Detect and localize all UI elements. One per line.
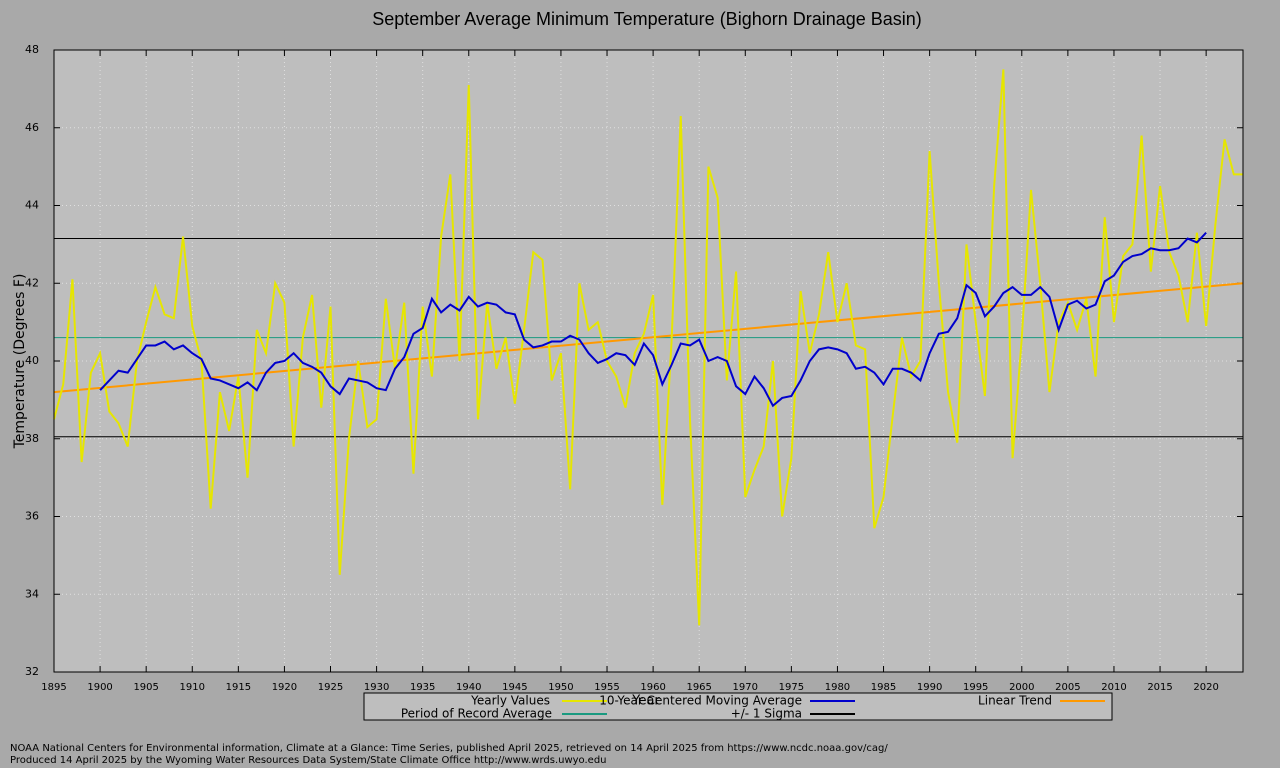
y-tick-label: 46 [25, 121, 39, 134]
x-tick-label: 1930 [364, 682, 389, 693]
y-tick-label: 34 [25, 587, 39, 600]
legend-label: Yearly Values [470, 694, 550, 708]
x-tick-label: 1990 [917, 682, 942, 693]
x-tick-label: 2015 [1147, 682, 1172, 693]
x-tick-label: 2020 [1193, 682, 1218, 693]
x-tick-label: 1945 [502, 682, 527, 693]
x-tick-label: 1980 [825, 682, 850, 693]
y-tick-label: 32 [25, 665, 39, 678]
x-tick-label: 1955 [594, 682, 619, 693]
x-tick-label: 1940 [456, 682, 481, 693]
legend-label: Linear Trend [978, 694, 1052, 708]
y-tick-label: 36 [25, 510, 39, 523]
legend-label: Period of Record Average [401, 707, 552, 721]
x-tick-label: 1935 [410, 682, 435, 693]
x-axis-label: Year [631, 694, 660, 709]
source-text: Produced 14 April 2025 by the Wyoming Wa… [10, 755, 607, 766]
x-tick-label: 1950 [548, 682, 573, 693]
x-tick-label: 1900 [87, 682, 112, 693]
series-line [99, 232, 1207, 408]
x-tick-label: 1995 [963, 682, 988, 693]
series-line [53, 69, 1243, 626]
x-tick-label: 1975 [779, 682, 804, 693]
x-tick-label: 1905 [133, 682, 158, 693]
x-tick-label: 1985 [871, 682, 896, 693]
y-axis-label: Temperature (Degrees F) [12, 274, 28, 450]
plot-area [54, 50, 1243, 672]
x-tick-label: 1895 [41, 682, 66, 693]
x-tick-label: 1960 [640, 682, 665, 693]
x-tick-label: 2005 [1055, 682, 1080, 693]
y-tick-label: 40 [25, 354, 39, 367]
legend-label: +/- 1 Sigma [731, 707, 802, 721]
legend-label: 10-Year Centered Moving Average [599, 694, 802, 708]
x-tick-label: 1925 [318, 682, 343, 693]
source-text: NOAA National Centers for Environmental … [10, 743, 888, 754]
x-tick-label: 1965 [686, 682, 711, 693]
series-line [53, 282, 1244, 394]
y-tick-label: 44 [25, 199, 39, 212]
x-tick-label: 1910 [180, 682, 205, 693]
x-tick-label: 2000 [1009, 682, 1034, 693]
x-tick-label: 1915 [226, 682, 251, 693]
chart-title: September Average Minimum Temperature (B… [372, 9, 922, 29]
y-tick-label: 38 [25, 432, 39, 445]
x-tick-label: 1920 [272, 682, 297, 693]
x-tick-label: 1970 [733, 682, 758, 693]
y-tick-label: 42 [25, 276, 39, 289]
legend [363, 692, 1113, 721]
x-tick-label: 2010 [1101, 682, 1126, 693]
plot-border [53, 49, 1244, 673]
y-tick-label: 48 [25, 43, 39, 56]
